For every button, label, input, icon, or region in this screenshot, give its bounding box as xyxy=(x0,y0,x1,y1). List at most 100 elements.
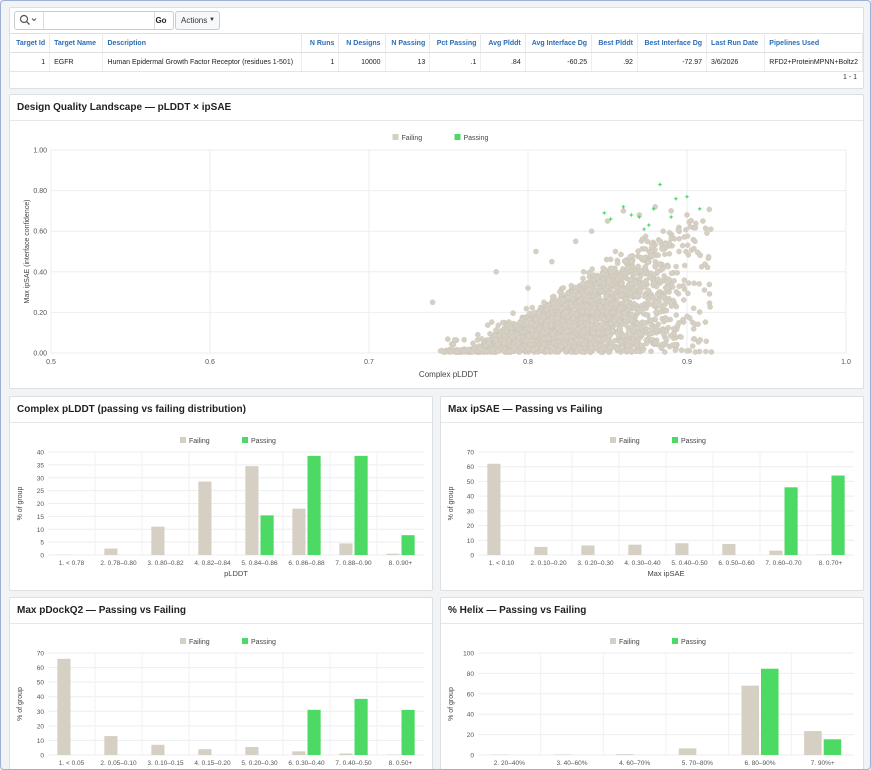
failing-bar xyxy=(675,543,689,555)
failing-point xyxy=(691,245,697,252)
column-header[interactable]: N Runs xyxy=(301,33,340,53)
column-header[interactable]: Target Id xyxy=(10,33,51,53)
column-header[interactable]: Best Plddt xyxy=(591,33,638,53)
x-tick-label: 5. 70–80% xyxy=(682,760,713,767)
y-tick-label: 40 xyxy=(37,450,45,457)
y-tick-label: 100 xyxy=(463,651,474,658)
failing-point xyxy=(606,296,613,302)
failing-point xyxy=(586,287,593,294)
y-tick-label: 0 xyxy=(40,553,44,560)
x-tick-label: 0.8 xyxy=(523,359,533,366)
failing-bar xyxy=(804,731,822,755)
column-header[interactable]: Best Interface Dg xyxy=(637,33,708,53)
failing-point xyxy=(493,269,499,275)
table-cell: .92 xyxy=(591,52,638,72)
passing-bar xyxy=(831,475,845,555)
x-tick-label: 4. 0.30–0.40 xyxy=(624,560,661,567)
failing-point xyxy=(642,278,649,285)
y-tick-label: 10 xyxy=(37,738,45,745)
column-header[interactable]: Pipelines Used xyxy=(764,33,863,53)
column-header[interactable]: Avg Plddt xyxy=(480,33,526,53)
legend-swatch xyxy=(610,437,616,443)
failing-point xyxy=(661,294,667,300)
failing-point xyxy=(499,319,506,326)
failing-point xyxy=(581,292,587,298)
failing-point xyxy=(538,317,544,324)
y-axis-label: % of group xyxy=(448,486,455,520)
failing-point xyxy=(706,206,713,213)
failing-point xyxy=(489,347,496,353)
failing-point xyxy=(589,317,595,324)
failing-point xyxy=(637,287,644,294)
failing-point xyxy=(557,334,563,340)
failing-point xyxy=(579,349,585,355)
x-tick-label: 3. 0.10–0.15 xyxy=(147,760,184,767)
column-header[interactable]: N Designs xyxy=(338,33,386,53)
passing-point xyxy=(646,222,652,228)
go-button[interactable]: Go xyxy=(155,16,167,25)
x-tick-label: 1. < 0.10 xyxy=(489,560,515,567)
failing-point xyxy=(492,337,499,343)
y-tick-label: 20 xyxy=(37,723,45,730)
failing-point xyxy=(477,346,484,352)
failing-point xyxy=(612,248,619,255)
y-tick-label: 10 xyxy=(37,527,45,534)
failing-point xyxy=(636,307,642,313)
failing-point xyxy=(600,316,607,322)
failing-point xyxy=(516,335,522,342)
failing-point xyxy=(684,242,691,248)
table-cell: Human Epidermal Growth Factor Receptor (… xyxy=(102,52,303,72)
table-cell: RFD2+ProteinMPNN+Boltz2 xyxy=(764,52,863,72)
failing-point xyxy=(562,302,568,309)
failing-point xyxy=(569,303,576,310)
column-header[interactable]: Target Name xyxy=(49,33,104,53)
failing-point xyxy=(618,274,625,280)
x-tick-label: 5. 0.40–0.50 xyxy=(671,560,708,567)
failing-point xyxy=(701,287,708,293)
failing-point xyxy=(650,294,656,301)
failing-point xyxy=(526,333,532,340)
failing-point xyxy=(633,333,640,339)
failing-point xyxy=(654,269,661,275)
failing-point xyxy=(474,337,481,343)
passing-point xyxy=(673,196,679,202)
passing-bar xyxy=(354,698,368,755)
x-tick-label: 3. 40–60% xyxy=(556,760,587,767)
column-header[interactable]: N Passing xyxy=(385,33,431,53)
scatter-region: Design Quality Landscape — pLDDT × ipSAE… xyxy=(9,94,864,389)
failing-point xyxy=(659,246,665,252)
failing-point xyxy=(690,336,697,342)
legend-swatch xyxy=(392,134,399,140)
x-tick-label: 6. 0.30–0.40 xyxy=(288,760,325,767)
failing-point xyxy=(692,238,698,245)
actions-menu-button[interactable]: Actions ▼ xyxy=(175,11,220,30)
search-icon[interactable] xyxy=(19,14,41,27)
failing-point xyxy=(625,265,631,271)
failing-bar xyxy=(487,463,501,555)
failing-point xyxy=(672,347,679,353)
failing-point xyxy=(528,326,535,333)
failing-bar xyxy=(553,754,571,755)
failing-point xyxy=(704,230,710,236)
failing-point xyxy=(665,263,671,270)
failing-point xyxy=(675,227,682,233)
failing-point xyxy=(685,280,692,286)
x-tick-label: 0.7 xyxy=(364,359,374,366)
column-header[interactable]: Last Run Date xyxy=(706,33,766,53)
failing-point xyxy=(667,333,674,339)
helix-histogram-region: % Helix — Passing vs Failing Failing Pass… xyxy=(440,597,864,769)
failing-point xyxy=(515,340,521,346)
column-header[interactable]: Description xyxy=(102,33,303,53)
plot-area xyxy=(50,149,847,354)
failing-point xyxy=(642,246,649,252)
column-header[interactable]: Pct Passing xyxy=(429,33,482,53)
failing-point xyxy=(588,345,595,352)
failing-point xyxy=(653,325,660,331)
legend-label: Failing xyxy=(619,438,640,445)
failing-point xyxy=(487,331,493,337)
failing-point xyxy=(640,347,646,353)
search-input[interactable] xyxy=(43,12,155,29)
column-header[interactable]: Avg Interface Dg xyxy=(525,33,593,53)
y-tick-label: 5 xyxy=(40,540,44,547)
failing-point xyxy=(548,317,555,323)
